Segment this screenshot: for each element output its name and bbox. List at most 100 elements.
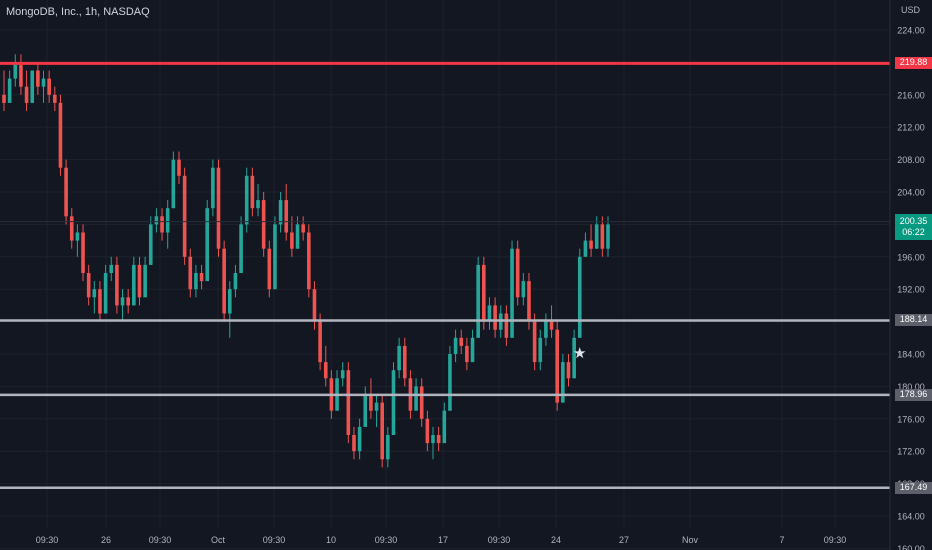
level-tag-219[interactable]: 219.88 bbox=[895, 57, 932, 70]
horizontal-level-lines[interactable] bbox=[0, 61, 890, 489]
candle-body bbox=[194, 273, 198, 290]
candle-body bbox=[278, 200, 283, 225]
time-tick-label: 7 bbox=[779, 535, 784, 545]
candle-body bbox=[58, 102, 63, 168]
candle-body bbox=[521, 281, 526, 298]
candle-body bbox=[244, 175, 249, 225]
time-tick-label: 09:30 bbox=[36, 535, 59, 545]
time-tick-label: 09:30 bbox=[263, 535, 286, 545]
time-tick-label: 27 bbox=[619, 535, 629, 545]
candle-body bbox=[538, 337, 543, 363]
time-tick-label: 10 bbox=[326, 535, 336, 545]
candle-body bbox=[476, 264, 480, 338]
candle-body bbox=[36, 70, 40, 87]
price-tick-label: 164.00 bbox=[897, 512, 925, 522]
time-tick-label: 24 bbox=[551, 535, 561, 545]
candle-body bbox=[577, 256, 582, 338]
candle-body bbox=[132, 264, 136, 306]
candle-body bbox=[402, 345, 407, 379]
candle-body bbox=[250, 175, 255, 209]
candle-body bbox=[182, 175, 187, 257]
price-tick-label: 160.00 bbox=[897, 544, 925, 550]
candle-body bbox=[431, 435, 435, 444]
candle-body bbox=[256, 200, 260, 209]
candle-body bbox=[109, 264, 114, 273]
candle-body bbox=[459, 337, 464, 346]
candle-body bbox=[606, 224, 610, 249]
time-axis[interactable]: 09:30 26 09:30 Oct 09:30 10 09:30 17 09:30 24 27 No… bbox=[36, 535, 847, 545]
candle-body bbox=[233, 273, 238, 290]
candle-body bbox=[81, 232, 85, 273]
candle-body bbox=[19, 62, 23, 87]
candle-body bbox=[188, 256, 193, 290]
candle-body bbox=[284, 200, 289, 233]
candle-body bbox=[340, 370, 345, 379]
candle-body bbox=[267, 248, 272, 290]
candle-body bbox=[92, 289, 97, 298]
candle-body bbox=[312, 289, 317, 322]
candle-body bbox=[227, 289, 232, 314]
candle-body bbox=[425, 418, 430, 444]
candle-body bbox=[453, 337, 458, 354]
candle-body bbox=[222, 248, 226, 314]
time-tick-label: Nov bbox=[682, 535, 699, 545]
time-tick-label: 09:30 bbox=[488, 535, 511, 545]
candle-body bbox=[448, 354, 452, 411]
candle-body bbox=[555, 329, 559, 403]
candle-body bbox=[352, 435, 356, 452]
candle-body bbox=[126, 297, 130, 306]
level-tag-178[interactable]: 178.96 bbox=[895, 388, 932, 401]
candle-body bbox=[53, 94, 57, 103]
candle-body bbox=[30, 70, 35, 103]
candle-body bbox=[600, 224, 605, 249]
candle-body bbox=[160, 216, 164, 233]
candle-body bbox=[273, 224, 277, 290]
candle-body bbox=[436, 435, 441, 444]
candle-body bbox=[391, 370, 396, 435]
candle-body bbox=[357, 426, 362, 452]
candle-body bbox=[47, 78, 51, 95]
symbol-title[interactable]: MongoDB, Inc., 1h, NASDAQ bbox=[6, 6, 150, 18]
currency-label: USD bbox=[901, 5, 921, 15]
time-tick-label: Oct bbox=[211, 535, 226, 545]
candle-body bbox=[205, 208, 210, 282]
price-tick-label: 180.00 bbox=[897, 382, 925, 392]
level-tag-167[interactable]: 167.49 bbox=[895, 481, 932, 494]
candlestick-series bbox=[2, 54, 610, 468]
candle-body bbox=[211, 167, 215, 209]
price-tick-label: 172.00 bbox=[897, 447, 925, 457]
candle-body bbox=[594, 224, 599, 249]
price-tick-label: 176.00 bbox=[897, 414, 925, 424]
candle-body bbox=[216, 167, 221, 249]
candle-body bbox=[482, 264, 486, 322]
level-tag-188[interactable]: 188.14 bbox=[895, 314, 932, 327]
candle-body bbox=[386, 435, 390, 460]
candle-body bbox=[369, 394, 373, 411]
countdown-timer: 06:22 bbox=[902, 226, 925, 237]
candle-body bbox=[397, 345, 401, 371]
candle-body bbox=[13, 62, 18, 79]
candle-body bbox=[261, 200, 266, 249]
price-tick-label: 196.00 bbox=[897, 252, 925, 262]
candle-body bbox=[171, 159, 176, 209]
candle-body bbox=[307, 232, 311, 290]
candle-body bbox=[419, 386, 424, 419]
candle-body bbox=[323, 362, 328, 379]
candle-body bbox=[583, 240, 588, 257]
candle-body bbox=[64, 167, 68, 217]
candle-body bbox=[115, 264, 119, 306]
candle-body bbox=[414, 386, 418, 411]
price-tick-label: 212.00 bbox=[897, 123, 925, 133]
candle-body bbox=[98, 289, 102, 314]
candle-body bbox=[515, 248, 520, 298]
candle-body bbox=[239, 224, 243, 273]
time-tick-label: 09:30 bbox=[824, 535, 847, 545]
time-tick-label: 09:30 bbox=[375, 535, 398, 545]
star-icon[interactable]: ★ bbox=[573, 344, 587, 362]
price-tick-label: 208.00 bbox=[897, 155, 925, 165]
candle-body bbox=[120, 297, 125, 306]
candle-body bbox=[143, 264, 147, 298]
candle-body bbox=[442, 410, 447, 444]
